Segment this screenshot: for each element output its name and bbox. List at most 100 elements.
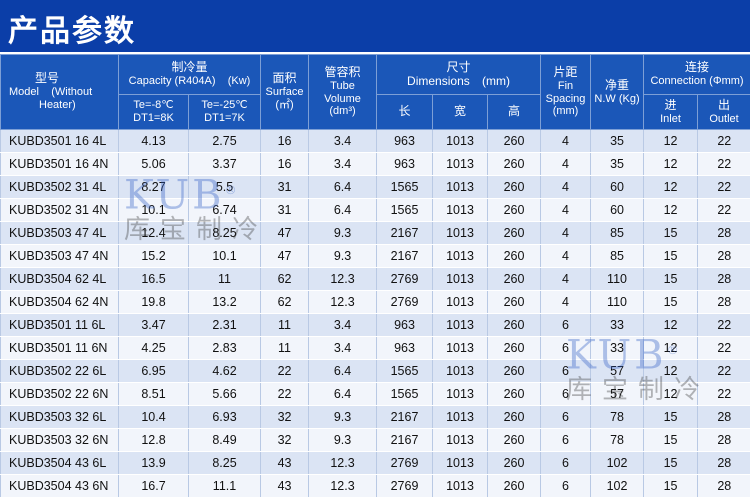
cell-surface: 47 — [260, 221, 309, 245]
header-surface: 面积 Surface (㎡) — [260, 54, 310, 130]
cell-length: 2769 — [376, 451, 433, 475]
cell-fin-spacing: 6 — [540, 474, 591, 498]
header-tube-zh: 管容积 — [324, 65, 361, 80]
cell-fin-spacing: 4 — [540, 244, 591, 268]
cell-capacity-te8: 13.9 — [118, 451, 189, 475]
cell-capacity-te8: 3.47 — [118, 313, 189, 337]
header-surface-unit: (㎡) — [275, 98, 294, 111]
header-dims-en: Dimensions — [407, 73, 470, 88]
cell-tube-volume: 6.4 — [308, 359, 377, 383]
cell-capacity-te8: 8.51 — [118, 382, 189, 406]
cell-surface: 62 — [260, 290, 309, 314]
cell-capacity-te8: 16.7 — [118, 474, 189, 498]
cell-model: KUBD3501 11 6L — [0, 313, 119, 337]
cell-height: 260 — [487, 290, 541, 314]
cell-outlet: 28 — [697, 451, 750, 475]
cell-capacity-te8: 8.27 — [118, 175, 189, 199]
cell-capacity-te25: 11.1 — [187, 474, 261, 498]
cell-net-weight: 78 — [590, 428, 644, 452]
cell-fin-spacing: 4 — [540, 290, 591, 314]
cell-surface: 11 — [260, 313, 309, 337]
cell-tube-volume: 3.4 — [308, 313, 377, 337]
cell-net-weight: 102 — [590, 451, 644, 475]
cell-surface: 47 — [260, 244, 309, 268]
cell-length: 1565 — [376, 359, 433, 383]
cell-capacity-te8: 4.25 — [118, 336, 189, 360]
header-tube-unit: (dm³) — [329, 105, 356, 118]
cell-net-weight: 35 — [590, 129, 644, 153]
cell-model: KUBD3503 32 6L — [0, 405, 119, 429]
cell-outlet: 28 — [697, 267, 750, 291]
cell-outlet: 28 — [697, 428, 750, 452]
cell-capacity-te8: 15.2 — [118, 244, 189, 268]
cell-height: 260 — [487, 129, 541, 153]
header-capacity-en: Capacity (R404A) — [128, 75, 216, 88]
cell-inlet: 15 — [643, 451, 698, 475]
cell-length: 1565 — [376, 382, 433, 406]
cell-fin-spacing: 4 — [540, 198, 591, 222]
cell-height: 260 — [487, 198, 541, 222]
cell-height: 260 — [487, 221, 541, 245]
table-row: KUBD3502 22 6L 6.95 4.62 22 6.4 1565 1013 260 6 5… — [0, 359, 750, 383]
cell-capacity-te25: 13.2 — [187, 290, 261, 314]
header-tube-en2: Volume — [324, 92, 361, 105]
cell-tube-volume: 12.3 — [308, 267, 377, 291]
cell-outlet: 22 — [697, 175, 750, 199]
cell-height: 260 — [487, 152, 541, 176]
cell-length: 963 — [376, 129, 433, 153]
header-capacity-c2b: DT1=7K — [204, 112, 245, 124]
header-inlet-zh: 进 — [664, 97, 677, 112]
cell-outlet: 22 — [697, 382, 750, 406]
cell-width: 1013 — [432, 267, 488, 291]
cell-tube-volume: 12.3 — [308, 474, 377, 498]
cell-height: 260 — [487, 267, 541, 291]
cell-width: 1013 — [432, 428, 488, 452]
header-capacity-te25: Te=-25℃ DT1=7K — [187, 94, 262, 130]
cell-net-weight: 110 — [590, 267, 644, 291]
cell-model: KUBD3504 62 4L — [0, 267, 119, 291]
cell-capacity-te25: 11 — [187, 267, 261, 291]
cell-model: KUBD3503 47 4N — [0, 244, 119, 268]
header-outlet: 出 Outlet — [697, 94, 750, 130]
cell-surface: 32 — [260, 428, 309, 452]
table-row: KUBD3503 32 6N 12.8 8.49 32 9.3 2167 1013 260 6 7… — [0, 428, 750, 452]
header-dims-zh: 尺寸 — [446, 59, 471, 74]
cell-length: 963 — [376, 313, 433, 337]
cell-capacity-te25: 4.62 — [187, 359, 261, 383]
cell-net-weight: 78 — [590, 405, 644, 429]
header-capacity-c2a: Te=-25℃ — [201, 99, 248, 112]
cell-capacity-te8: 10.4 — [118, 405, 189, 429]
cell-outlet: 22 — [697, 129, 750, 153]
header-fin-spacing: 片距 Fin Spacing (mm) — [540, 54, 592, 130]
cell-model: KUBD3504 62 4N — [0, 290, 119, 314]
cell-inlet: 15 — [643, 474, 698, 498]
cell-fin-spacing: 4 — [540, 267, 591, 291]
cell-width: 1013 — [432, 336, 488, 360]
cell-fin-spacing: 6 — [540, 313, 591, 337]
cell-net-weight: 110 — [590, 290, 644, 314]
cell-length: 2769 — [376, 267, 433, 291]
cell-model: KUBD3502 31 4L — [0, 175, 119, 199]
table-body: KUBD3501 16 4L 4.13 2.75 16 3.4 963 1013 260 4 35… — [0, 129, 750, 498]
cell-outlet: 22 — [697, 359, 750, 383]
cell-tube-volume: 9.3 — [308, 405, 377, 429]
cell-fin-spacing: 6 — [540, 451, 591, 475]
header-model-en-line: Model (Without — [9, 86, 118, 99]
table-row: KUBD3502 31 4L 8.27 5.5 31 6.4 1565 1013 260 4 60… — [0, 175, 750, 199]
cell-width: 1013 — [432, 290, 488, 314]
header-connection-zh: 连接 — [685, 60, 710, 75]
cell-height: 260 — [487, 474, 541, 498]
cell-surface: 16 — [260, 152, 309, 176]
cell-capacity-te25: 8.25 — [187, 451, 261, 475]
header-height: 高 — [487, 94, 542, 130]
cell-tube-volume: 6.4 — [308, 175, 377, 199]
cell-height: 260 — [487, 244, 541, 268]
table-header: 型号 Model (Without Heater) 制冷量 Capacity (… — [0, 54, 750, 130]
table-row: KUBD3504 43 6L 13.9 8.25 43 12.3 2769 1013 260 6… — [0, 451, 750, 475]
cell-surface: 43 — [260, 474, 309, 498]
cell-width: 1013 — [432, 313, 488, 337]
header-length-zh: 长 — [398, 104, 411, 119]
table-row: KUBD3504 62 4N 19.8 13.2 62 12.3 2769 1013 260 4… — [0, 290, 750, 314]
cell-width: 1013 — [432, 244, 488, 268]
cell-outlet: 28 — [697, 474, 750, 498]
